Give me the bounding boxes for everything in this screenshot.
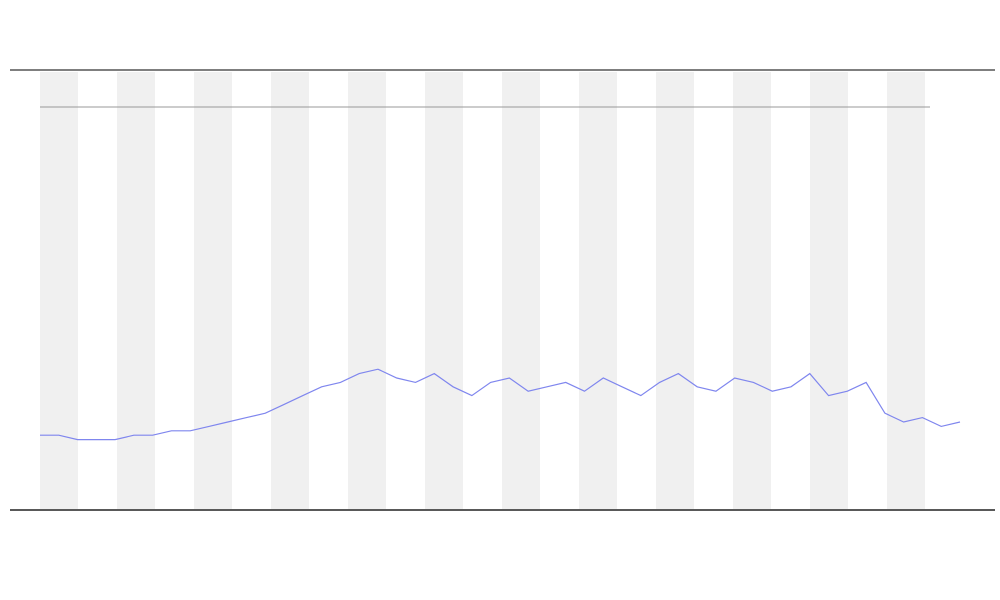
band [656,72,694,509]
band [502,72,540,509]
band [117,72,155,509]
band [425,72,463,509]
band [887,72,925,509]
bands [40,72,925,509]
band [810,72,848,509]
band [733,72,771,509]
band [271,72,309,509]
band [348,72,386,509]
series-line [40,368,961,441]
band [194,72,232,509]
band [40,72,78,509]
band [579,72,617,509]
